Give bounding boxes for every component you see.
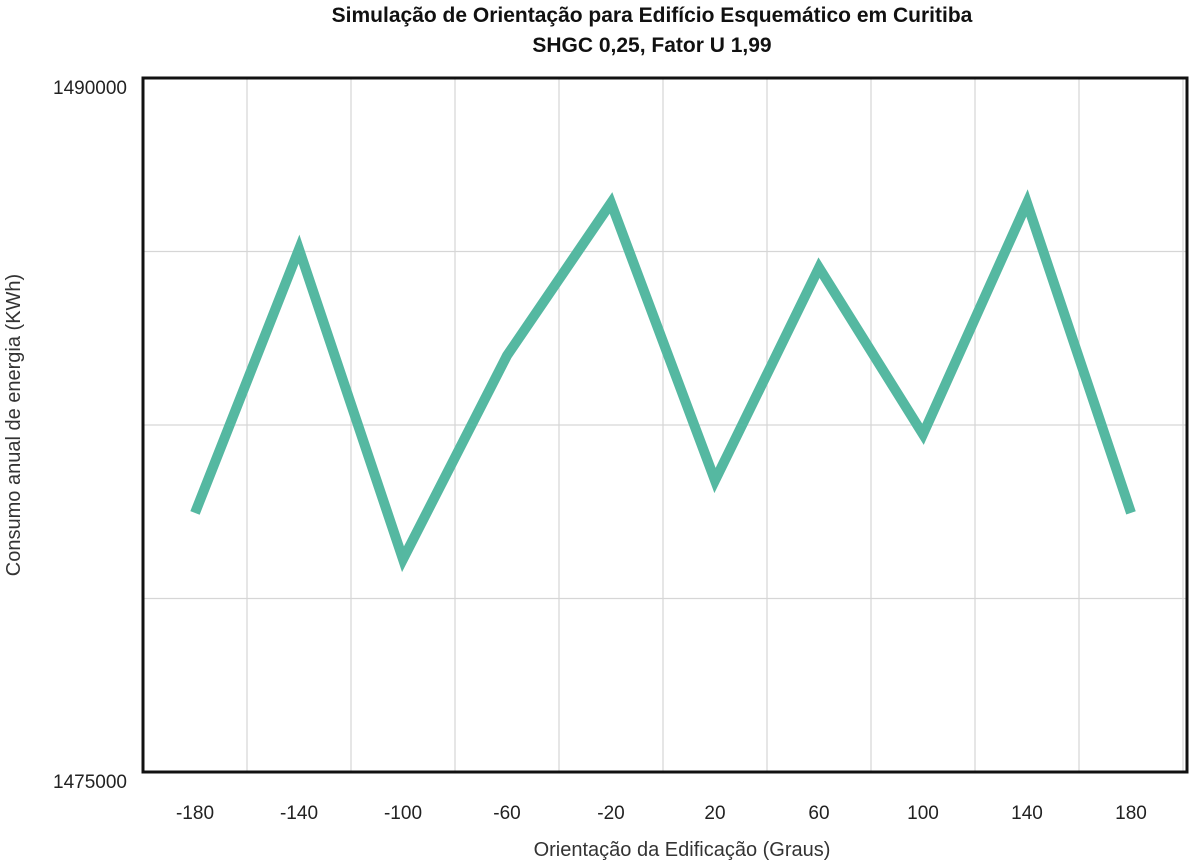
x-tick-label: 60: [808, 803, 829, 824]
x-tick-label: -100: [384, 803, 422, 824]
y-tick-label: 1475000: [53, 772, 127, 793]
gridlines: [143, 78, 1187, 772]
y-tick-label: 1490000: [53, 78, 127, 99]
x-tick-label: -180: [176, 803, 214, 824]
x-tick-label: 180: [1115, 803, 1147, 824]
x-tick-label: -20: [597, 803, 624, 824]
chart-title: Simulação de Orientação para Edifício Es…: [332, 4, 973, 27]
x-tick-label: 20: [704, 803, 725, 824]
y-axis-ticks: 1490000 1475000: [53, 78, 127, 793]
y-axis-label: Consumo anual de energia (KWh): [3, 274, 25, 576]
x-tick-label: 100: [907, 803, 939, 824]
x-tick-label: 140: [1011, 803, 1043, 824]
x-tick-label: -140: [280, 803, 318, 824]
x-axis-label: Orientação da Edificação (Graus): [534, 839, 831, 860]
chart-subtitle: SHGC 0,25, Fator U 1,99: [532, 34, 771, 57]
x-axis-ticks: -180 -140 -100 -60 -20 20 60 100 140 180: [176, 803, 1147, 824]
x-tick-label: -60: [493, 803, 520, 824]
